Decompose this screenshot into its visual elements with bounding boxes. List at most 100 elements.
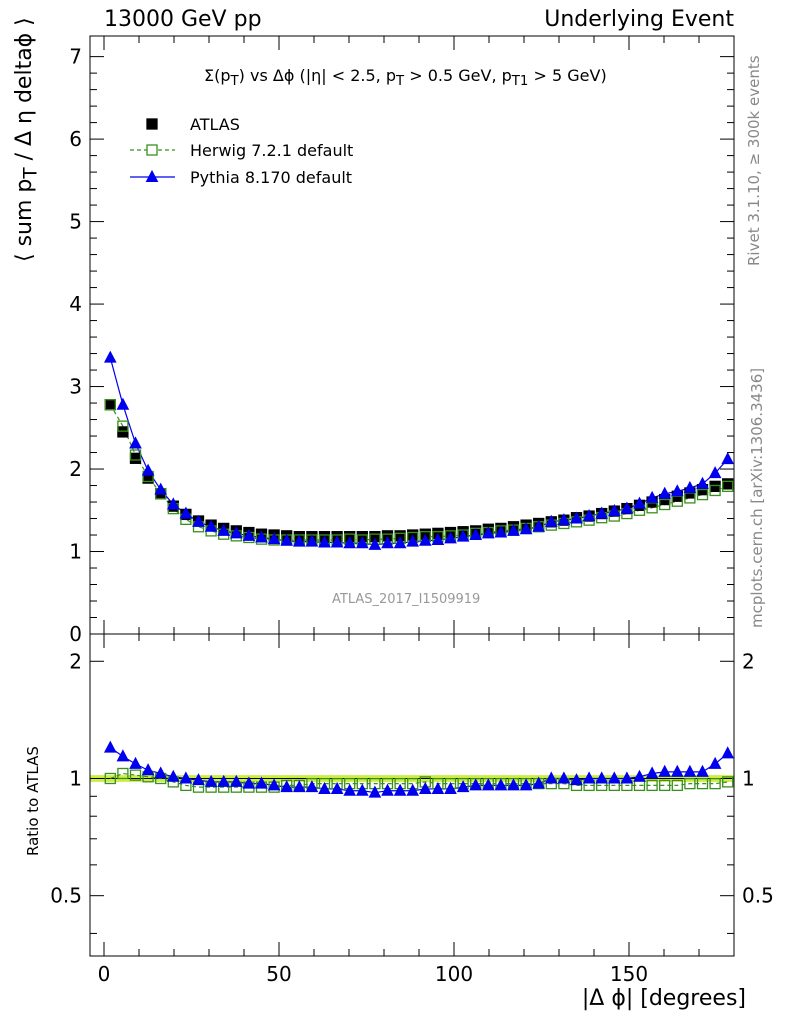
pythia-ratio-point xyxy=(280,780,294,793)
herwig-ratio-point xyxy=(684,777,696,790)
pythia-ratio-point xyxy=(708,756,722,769)
x-tick-label: 150 xyxy=(610,962,648,986)
herwig-point xyxy=(243,531,255,544)
pythia-ratio-point xyxy=(607,771,621,784)
pythia-point xyxy=(229,526,243,539)
atlas-point xyxy=(646,496,658,508)
herwig-point xyxy=(268,534,280,546)
atlas-point xyxy=(684,487,696,499)
atlas-point xyxy=(709,480,721,493)
pythia-point xyxy=(595,506,609,519)
y-tick-label: 5 xyxy=(69,210,82,234)
atlas-point xyxy=(633,499,646,511)
pythia-ratio-point xyxy=(431,781,445,794)
herwig-ratio-point xyxy=(646,779,658,792)
atlas-point xyxy=(268,529,280,541)
herwig-ratio-point xyxy=(432,777,444,790)
herwig-ratio-point xyxy=(142,771,154,783)
herwig-ratio-point xyxy=(293,779,305,792)
analysis-id: ATLAS_2017_I1509919 xyxy=(332,592,481,607)
herwig-point xyxy=(646,502,658,514)
pythia-point xyxy=(280,533,294,546)
pythia-point xyxy=(355,536,369,549)
atlas-point xyxy=(192,515,205,527)
atlas-point xyxy=(596,507,608,520)
ratio-y-tick-label-right: 2 xyxy=(742,649,755,673)
x-tick-label: 100 xyxy=(435,962,473,986)
header-right: Underlying Event xyxy=(544,7,734,32)
pythia-point xyxy=(708,466,722,479)
herwig-point xyxy=(155,488,167,500)
legend-herwig-marker xyxy=(146,144,158,156)
herwig-point xyxy=(167,502,179,515)
pythia-ratio-point xyxy=(507,778,520,791)
legend-pythia-marker xyxy=(145,169,159,182)
atlas-point xyxy=(621,502,633,515)
herwig-point xyxy=(722,480,734,493)
herwig-ratio-point xyxy=(281,779,293,792)
pythia-point xyxy=(343,536,357,549)
herwig-ratio-point xyxy=(369,777,381,790)
pythia-point xyxy=(330,535,344,548)
herwig-point xyxy=(117,420,129,432)
pythia-point xyxy=(381,536,394,549)
atlas-point xyxy=(722,478,734,490)
herwig-ratio-point xyxy=(633,779,646,792)
herwig-point xyxy=(608,510,620,522)
herwig-ratio-point xyxy=(255,781,268,793)
atlas-point xyxy=(142,472,154,484)
herwig-point xyxy=(142,470,154,483)
atlas-point xyxy=(344,531,356,543)
y-tick-label: 1 xyxy=(69,540,82,564)
atlas-point xyxy=(369,531,381,543)
pythia-ratio-point xyxy=(633,769,646,782)
herwig-point xyxy=(255,533,268,545)
pythia-ratio-point xyxy=(658,764,672,777)
pythia-point xyxy=(368,537,382,550)
pythia-point xyxy=(570,511,583,524)
herwig-ratio-point xyxy=(621,779,633,792)
herwig-point xyxy=(432,531,444,543)
pythia-ratio-point xyxy=(305,780,319,793)
y-tick-label: 3 xyxy=(69,375,82,399)
herwig-ratio-point xyxy=(306,777,318,790)
pythia-point xyxy=(192,514,205,527)
pythia-ratio-point xyxy=(456,780,470,793)
atlas-point xyxy=(419,528,431,540)
pythia-point xyxy=(255,530,268,543)
herwig-point xyxy=(331,534,343,546)
herwig-ratio-point xyxy=(268,781,280,793)
herwig-ratio-point xyxy=(608,779,620,792)
herwig-ratio-point xyxy=(696,777,709,790)
herwig-ratio-point xyxy=(533,777,545,790)
pythia-point xyxy=(418,533,432,546)
x-axis-label: |Δ ϕ| [degrees] xyxy=(581,986,746,1011)
atlas-point xyxy=(230,525,242,537)
ratio-y-tick-label: 1 xyxy=(69,766,82,790)
atlas-point xyxy=(671,490,683,502)
pythia-point xyxy=(154,482,168,495)
ratio-reference-band xyxy=(90,775,734,782)
herwig-ratio-point xyxy=(470,777,482,790)
atlas-point xyxy=(306,531,318,543)
herwig-ratio-point xyxy=(331,777,343,790)
pythia-ratio-point xyxy=(217,774,231,787)
herwig-point xyxy=(369,533,381,545)
herwig-ratio-point xyxy=(205,781,217,793)
herwig-ratio-point xyxy=(356,777,368,790)
pythia-ratio-point xyxy=(330,781,344,794)
atlas-point xyxy=(407,529,419,541)
herwig-point xyxy=(444,530,457,542)
ratio-y-tick-label: 0.5 xyxy=(50,884,82,908)
herwig-ratio-point xyxy=(230,781,242,793)
pythia-point xyxy=(292,534,306,547)
atlas-point xyxy=(117,426,129,438)
y-tick-label: 6 xyxy=(69,127,82,151)
pythia-ratio-point xyxy=(204,774,218,787)
herwig-ratio-point xyxy=(722,776,734,788)
atlas-point xyxy=(293,531,305,543)
pythia-point xyxy=(305,534,319,547)
y-tick-label: 4 xyxy=(69,292,82,316)
atlas-point xyxy=(205,519,217,531)
herwig-line xyxy=(109,404,728,541)
